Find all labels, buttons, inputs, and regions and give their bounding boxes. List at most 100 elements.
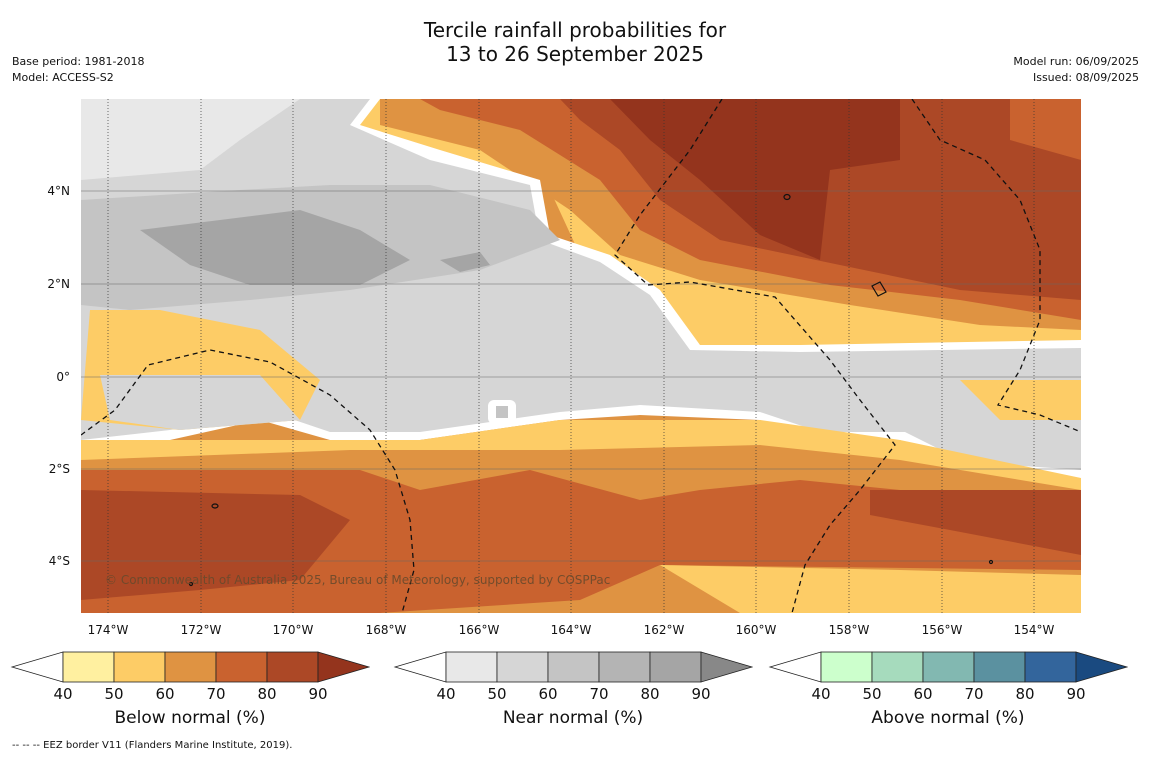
legend-above-normal-colorbar: 40 50 60 70 80 90 xyxy=(768,651,1129,703)
model-run-date: Model run: 06/09/2025 xyxy=(1013,55,1139,68)
colorbar-tick-label: 70 xyxy=(964,685,983,703)
colorbar-tick-label: 60 xyxy=(538,685,557,703)
legend-below-normal: 40 50 60 70 80 90 Below normal (%) xyxy=(10,648,371,738)
colorbar-extend-low xyxy=(393,651,447,683)
lon-label-162w: 162°W xyxy=(644,623,685,637)
colorbar-tick-label: 90 xyxy=(1066,685,1085,703)
lat-label-0: 0° xyxy=(56,370,70,384)
colorbar-segment xyxy=(1024,651,1077,683)
lat-label-2s: 2°S xyxy=(49,462,70,476)
near-normal-40-region xyxy=(81,99,300,180)
colorbar-segment xyxy=(164,651,217,683)
colorbar-segment xyxy=(598,651,651,683)
legend-above-normal: 40 50 60 70 80 90 Above normal (%) xyxy=(768,648,1129,738)
colorbar-tick-label: 50 xyxy=(487,685,506,703)
below-normal-70-south xyxy=(81,470,1081,613)
issued-date: Issued: 08/09/2025 xyxy=(1032,71,1139,84)
run-info: Model run: 06/09/2025 Issued: 08/09/2025 xyxy=(1013,54,1139,86)
colorbar-segment xyxy=(973,651,1026,683)
lon-label-170w: 170°W xyxy=(273,623,314,637)
lat-label-4n: 4°N xyxy=(47,184,70,198)
lon-label-164w: 164°W xyxy=(551,623,592,637)
below-normal-80-southwest xyxy=(81,490,350,600)
lon-label-160w: 160°W xyxy=(736,623,777,637)
colorbar-tick-label: 80 xyxy=(1015,685,1034,703)
colorbar-tick-label: 60 xyxy=(913,685,932,703)
model-name: Model: ACCESS-S2 xyxy=(12,71,114,84)
lat-labels: 4°N 2°N 0° 2°S 4°S xyxy=(47,184,70,568)
below-normal-80-southeast xyxy=(870,490,1081,555)
legend-near-normal-title: Near normal (%) xyxy=(502,708,644,728)
copyright-credit: © Commonwealth of Australia 2025, Bureau… xyxy=(105,573,610,587)
near-normal-west-patch xyxy=(100,375,300,430)
chart-title: Tercile rainfall probabilities for 13 to… xyxy=(0,18,1150,66)
colorbar-tick-label: 80 xyxy=(257,685,276,703)
legend-near-normal-colorbar: 40 50 60 70 80 90 xyxy=(393,651,754,703)
colorbar-segment xyxy=(215,651,268,683)
legend-near-normal: 40 50 60 70 80 90 Near normal (%) xyxy=(393,648,754,738)
near-normal-east-patch xyxy=(960,425,1081,465)
legend-below-normal-title: Below normal (%) xyxy=(114,708,266,728)
colorbar-tick-label: 40 xyxy=(53,685,72,703)
colorbar-segment xyxy=(496,651,549,683)
base-period: Base period: 1981-2018 xyxy=(12,55,145,68)
eez-border-line-b xyxy=(81,349,415,613)
colorbar-tick-label: 50 xyxy=(104,685,123,703)
lon-label-174w: 174°W xyxy=(88,623,129,637)
colorbar-tick-label: 90 xyxy=(691,685,710,703)
colorbar-tick-label: 50 xyxy=(862,685,881,703)
colorbar-extend-high xyxy=(700,651,754,683)
colorbar-segment xyxy=(445,651,498,683)
legend-above-normal-title: Above normal (%) xyxy=(871,708,1025,728)
colorbar-extend-high xyxy=(317,651,371,683)
colorbar-segment xyxy=(266,651,319,683)
colorbar-segment xyxy=(62,651,115,683)
colorbar-tick-label: 40 xyxy=(436,685,455,703)
below-normal-50-east xyxy=(960,380,1081,420)
island-4 xyxy=(188,581,194,587)
title-line-2: 13 to 26 September 2025 xyxy=(446,42,704,66)
colorbar-segment xyxy=(649,651,702,683)
lon-label-154w: 154°W xyxy=(1014,623,1055,637)
colorbar-tick-label: 90 xyxy=(308,685,327,703)
lat-label-4s: 4°S xyxy=(49,554,70,568)
eez-border-line-c xyxy=(911,99,1081,433)
lat-label-2n: 2°N xyxy=(47,277,70,291)
colorbar-segment xyxy=(547,651,600,683)
lon-label-168w: 168°W xyxy=(366,623,407,637)
grey-patch xyxy=(496,406,508,418)
colorbar-tick-label: 40 xyxy=(811,685,830,703)
near-normal-80-patch xyxy=(440,252,490,272)
colorbar-tick-label: 80 xyxy=(640,685,659,703)
island-3 xyxy=(211,503,219,509)
colorbar-tick-label: 70 xyxy=(206,685,225,703)
islands xyxy=(188,193,994,587)
title-line-1: Tercile rainfall probabilities for xyxy=(423,18,727,42)
colorbar-segment xyxy=(922,651,975,683)
eez-border-line-a xyxy=(614,99,896,613)
colorbar-segment xyxy=(113,651,166,683)
colorbar-tick-label: 70 xyxy=(589,685,608,703)
colorbar-extend-low xyxy=(10,651,64,683)
eez-borders xyxy=(81,99,1081,613)
lon-label-166w: 166°W xyxy=(459,623,500,637)
below-normal-50-southeast xyxy=(660,565,1081,613)
lon-label-156w: 156°W xyxy=(922,623,963,637)
lon-labels: 174°W 172°W 170°W 168°W 166°W 164°W 162°… xyxy=(88,623,1055,637)
colorbar-extend-low xyxy=(768,651,822,683)
base-info: Base period: 1981-2018 Model: ACCESS-S2 xyxy=(12,54,144,86)
probability-map: 4°N 2°N 0° 2°S 4°S 174°W 172°W 170°W 168… xyxy=(47,99,1081,637)
colorbar-segment xyxy=(871,651,924,683)
colorbar-tick-label: 60 xyxy=(155,685,174,703)
graticule xyxy=(81,190,1081,562)
island-5 xyxy=(988,559,994,565)
near-normal-80-region xyxy=(140,210,410,285)
island-1 xyxy=(783,193,791,201)
island-2 xyxy=(871,281,887,297)
lon-label-172w: 172°W xyxy=(181,623,222,637)
colorbar-extend-high xyxy=(1075,651,1129,683)
map-field xyxy=(81,99,1081,613)
eez-footnote: -- -- -- EEZ border V11 (Flanders Marine… xyxy=(12,740,293,751)
below-normal-90-north xyxy=(610,99,900,260)
lon-label-158w: 158°W xyxy=(829,623,870,637)
